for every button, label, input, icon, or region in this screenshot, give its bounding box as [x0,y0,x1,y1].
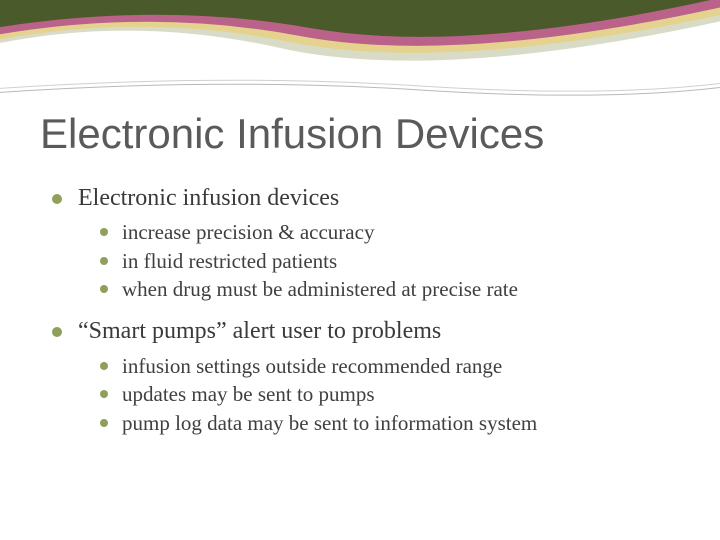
list-item: infusion settings outside recommended ra… [100,352,680,380]
bullet-text: when drug must be administered at precis… [122,277,518,301]
bullet-text: pump log data may be sent to information… [122,411,537,435]
slide-content: Electronic Infusion Devices Electronic i… [0,0,720,540]
list-item: pump log data may be sent to information… [100,409,680,437]
list-item: updates may be sent to pumps [100,380,680,408]
sub-list: infusion settings outside recommended ra… [78,352,680,437]
list-item: Electronic infusion devices increase pre… [52,182,680,303]
list-item: when drug must be administered at precis… [100,275,680,303]
bullet-text: “Smart pumps” alert user to problems [78,318,441,344]
bullet-list: Electronic infusion devices increase pre… [40,182,680,437]
bullet-text: infusion settings outside recommended ra… [122,354,502,378]
list-item: in fluid restricted patients [100,247,680,275]
bullet-text: updates may be sent to pumps [122,382,375,406]
list-item: increase precision & accuracy [100,218,680,246]
sub-list: increase precision & accuracy in fluid r… [78,218,680,303]
list-item: “Smart pumps” alert user to problems inf… [52,315,680,436]
slide-title: Electronic Infusion Devices [40,110,680,158]
bullet-text: Electronic infusion devices [78,185,339,211]
bullet-text: in fluid restricted patients [122,249,337,273]
bullet-text: increase precision & accuracy [122,220,374,244]
